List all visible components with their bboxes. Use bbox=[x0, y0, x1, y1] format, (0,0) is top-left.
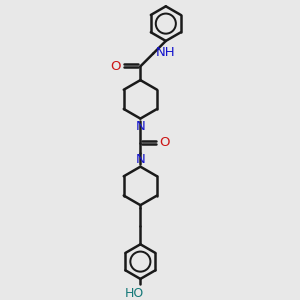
Text: N: N bbox=[136, 120, 145, 133]
Text: HO: HO bbox=[125, 286, 144, 300]
Text: N: N bbox=[136, 153, 145, 166]
Text: O: O bbox=[110, 60, 121, 73]
Text: NH: NH bbox=[156, 46, 176, 59]
Text: O: O bbox=[159, 136, 169, 149]
